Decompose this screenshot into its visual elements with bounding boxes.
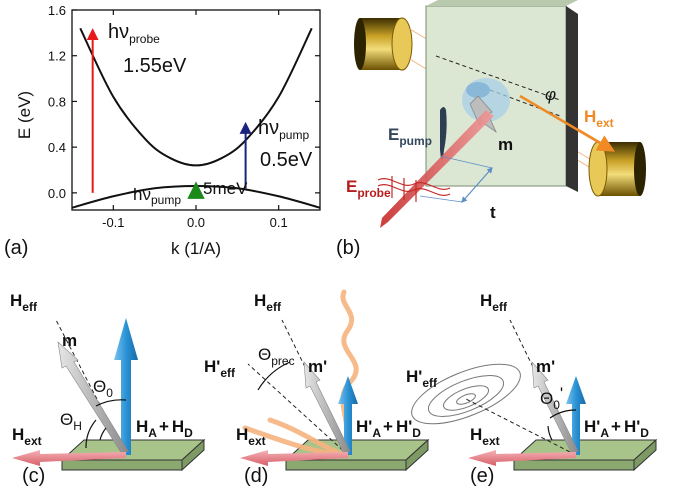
t-label: t xyxy=(490,203,496,222)
ha-hd-label: H'A + H'D xyxy=(584,417,649,440)
panel-c: Heff m Θ0 ΘH Hext HA + HD (c) xyxy=(10,291,206,487)
x-axis-label: k (1/A) xyxy=(171,239,221,258)
h-eff-prime-label: H'eff xyxy=(406,367,438,390)
panel-label-a: (a) xyxy=(4,237,28,259)
e-pump-label: Epump xyxy=(388,125,432,148)
thetaH-arc xyxy=(99,427,107,441)
panel-a: -0.1 0.0 0.1 0.0 0.4 0.8 1.2 1.6 E (eV) k (1/A)… xyxy=(4,3,321,259)
thetaH-label: ΘH xyxy=(60,410,82,433)
pump-photon-label: hνpump xyxy=(258,117,309,142)
h-ext-label: Hext xyxy=(12,425,42,448)
y-tick-label: 1.6 xyxy=(48,3,66,18)
panel-label-d: (d) xyxy=(244,465,268,487)
h-ext-label: Hext xyxy=(584,107,614,130)
panel-e: Heff H'eff m' Θ0' Hext H'A + H'D (e) xyxy=(406,291,658,487)
y-axis-label: E (eV) xyxy=(15,91,34,139)
m-arrow xyxy=(57,341,129,455)
m-prime-arrow xyxy=(303,361,351,455)
h-eff-prime-label: H'eff xyxy=(204,357,236,380)
transition-arrows xyxy=(86,28,252,199)
y-tick-label: 0.4 xyxy=(48,140,66,155)
axis-ticks xyxy=(72,9,320,210)
y-tick-label: 1.2 xyxy=(48,49,66,64)
theta0-arc xyxy=(95,399,127,407)
h-eff-line xyxy=(55,319,127,456)
m-label: m xyxy=(498,135,513,154)
h-ext-arrow xyxy=(240,450,348,466)
ha-hd-arrow xyxy=(566,376,586,455)
band-curves xyxy=(71,27,321,209)
tick-labels: -0.1 0.0 0.1 0.0 0.4 0.8 1.2 1.6 xyxy=(48,3,288,230)
x-tick-label: -0.1 xyxy=(102,215,124,230)
h-ext-label: Hext xyxy=(236,425,266,448)
theta-prec-arc xyxy=(257,361,291,391)
right-magnet xyxy=(588,141,646,197)
thz-photon-label: hνpump xyxy=(133,185,181,207)
conduction-band-curve xyxy=(79,27,313,167)
m-prime-arrow xyxy=(531,361,579,455)
ha-hd-arrow xyxy=(338,376,358,455)
x-tick-label: 0.1 xyxy=(270,215,288,230)
theta0-prime-label: Θ0' xyxy=(540,384,563,412)
y-tick-label: 0.0 xyxy=(48,186,66,201)
probe-photon-label: hνprobe xyxy=(108,21,160,46)
left-magnet xyxy=(354,17,413,71)
h-eff-prime-line xyxy=(247,363,349,456)
h-eff-label: Heff xyxy=(480,291,508,314)
panel-b: φ Hext m Epump Eprobe t (b) xyxy=(336,0,646,259)
theta0-label: Θ0 xyxy=(93,377,113,400)
h-ext-arrow xyxy=(12,450,126,466)
x-tick-label: 0.0 xyxy=(187,215,205,230)
y-tick-label: 0.8 xyxy=(48,94,66,109)
damped-spiral xyxy=(411,363,521,425)
theta-prec-label: Θprec xyxy=(258,345,295,368)
probe-beam xyxy=(380,110,494,228)
probe-wave xyxy=(377,176,451,202)
ha-hd-label: H'A + H'D xyxy=(356,417,421,440)
h-ext-label: Hext xyxy=(470,425,500,448)
ha-hd-arrow xyxy=(114,318,138,455)
panel-label-b: (b) xyxy=(336,237,360,259)
m-prime-label: m' xyxy=(536,357,555,376)
panel-label-e: (e) xyxy=(470,465,494,487)
h-eff-label: Heff xyxy=(10,291,38,314)
h-ext-arrow xyxy=(519,94,616,152)
thz-energy-label: 5meV xyxy=(203,179,248,198)
ha-hd-label: HA + HD xyxy=(136,417,193,440)
pump-pulse xyxy=(440,107,447,160)
h-eff-label: Heff xyxy=(254,291,282,314)
m-prime-label: m' xyxy=(308,357,327,376)
probe-energy-label: 1.55eV xyxy=(123,55,187,77)
e-probe-label: Eprobe xyxy=(346,177,391,200)
pump-energy-label: 0.5eV xyxy=(260,149,313,171)
theta0-prime-arc xyxy=(549,409,577,419)
phi-label: φ xyxy=(545,85,556,104)
panel-label-c: (c) xyxy=(22,465,45,487)
m-label: m xyxy=(62,331,77,350)
thickness-arrow xyxy=(461,167,493,203)
panel-d: Heff H'eff Θprec m' Hext H'A + H'D (d) xyxy=(204,289,430,487)
h-ext-arrow xyxy=(468,450,576,466)
